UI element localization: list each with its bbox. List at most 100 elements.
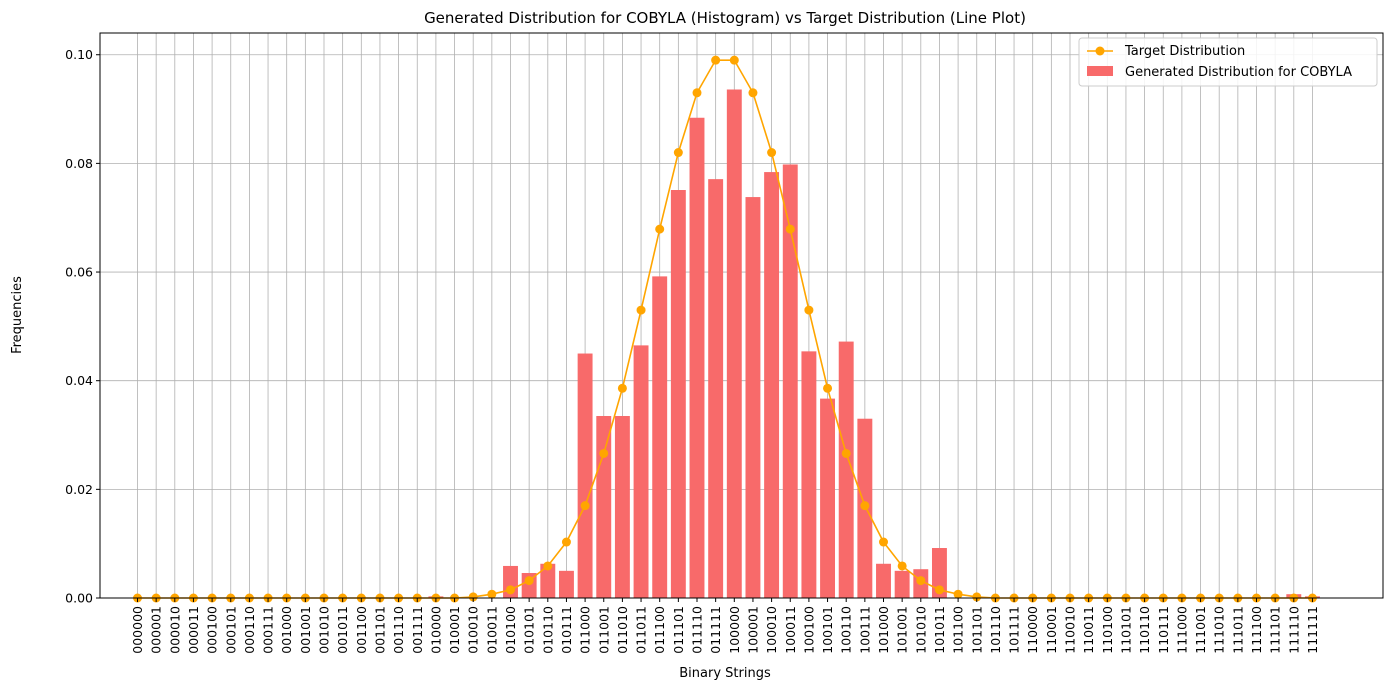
- x-tick-label: 111011: [1230, 606, 1245, 654]
- line-point: [897, 561, 907, 571]
- x-axis: 000000 000001 000010 000011 000100 000101 0001…: [130, 598, 1320, 654]
- x-tick-label: 100110: [839, 606, 854, 654]
- x-tick-label: 000000: [130, 606, 145, 654]
- x-tick-label: 001010: [317, 606, 332, 654]
- bar: [801, 351, 817, 598]
- x-tick-label: 110000: [1025, 606, 1040, 654]
- line-point: [468, 592, 478, 602]
- plot-frame: [99, 32, 1384, 599]
- legend-label-generated: Generated Distribution for COBYLA: [1125, 65, 1352, 80]
- x-tick-label: 111111: [1305, 606, 1320, 654]
- chart-title: Generated Distribution for COBYLA (Histo…: [424, 9, 1026, 27]
- x-tick-label: 100001: [745, 606, 760, 654]
- bar: [838, 341, 854, 598]
- bar: [745, 197, 761, 598]
- x-tick-label: 000111: [261, 606, 276, 654]
- x-tick-label: 011000: [578, 606, 593, 654]
- x-tick-label: 010000: [428, 606, 443, 654]
- x-tick-label: 001110: [391, 606, 406, 654]
- x-tick-label: 101100: [951, 606, 966, 654]
- x-tick-label: 111101: [1268, 606, 1283, 654]
- x-tick-label: 111110: [1286, 606, 1301, 654]
- legend-point-marker: [1095, 46, 1105, 56]
- line-point: [506, 585, 515, 595]
- bar: [558, 570, 574, 598]
- x-tick-label: 011101: [671, 606, 686, 654]
- x-tick-label: 001100: [354, 606, 369, 654]
- x-tick-label: 100000: [727, 606, 742, 654]
- y-tick-label: 0.10: [65, 47, 93, 62]
- line-series: [133, 55, 1317, 603]
- x-tick-label: 001011: [335, 606, 350, 654]
- x-axis-label: Binary Strings: [679, 666, 771, 681]
- line-point: [711, 55, 721, 65]
- line-point: [860, 501, 870, 511]
- bar: [689, 117, 705, 598]
- x-tick-label: 100011: [783, 606, 798, 654]
- line-point: [934, 585, 944, 595]
- line-point: [823, 383, 833, 393]
- x-tick-label: 110100: [1100, 606, 1115, 654]
- x-tick-label: 110110: [1137, 606, 1152, 654]
- bar: [894, 570, 910, 598]
- x-tick-label: 010100: [503, 606, 518, 654]
- bar: [670, 190, 686, 598]
- bar: [726, 89, 742, 598]
- bar: [931, 548, 947, 598]
- line-point: [599, 448, 609, 458]
- line-point: [561, 537, 571, 547]
- x-tick-label: 111001: [1193, 606, 1208, 654]
- x-tick-label: 101110: [988, 606, 1003, 654]
- line-point: [580, 501, 590, 511]
- legend: Target Distribution Generated Distributi…: [1078, 37, 1378, 87]
- y-tick-label: 0.08: [65, 156, 93, 171]
- line-point: [804, 305, 814, 315]
- x-tick-label: 001101: [372, 606, 387, 654]
- line-point: [785, 224, 795, 234]
- x-tick-label: 110101: [1118, 606, 1133, 654]
- line-point: [655, 224, 665, 234]
- x-tick-label: 011111: [708, 606, 723, 654]
- line-point: [524, 576, 534, 586]
- line-point: [953, 589, 963, 599]
- bar: [614, 416, 630, 598]
- x-tick-label: 011110: [690, 606, 705, 654]
- x-tick-label: 011001: [596, 606, 611, 654]
- x-tick-label: 001111: [410, 606, 425, 654]
- x-tick-label: 000100: [205, 606, 220, 654]
- x-tick-label: 011010: [615, 606, 630, 654]
- x-tick-label: 110001: [1044, 606, 1059, 654]
- line-point: [636, 305, 646, 315]
- line-point: [543, 561, 553, 571]
- x-tick-label: 100100: [801, 606, 816, 654]
- x-tick-label: 001001: [298, 606, 313, 654]
- x-tick-label: 010001: [447, 606, 462, 654]
- x-tick-label: 110111: [1156, 606, 1171, 654]
- x-tick-label: 101011: [932, 606, 947, 654]
- x-tick-label: 000110: [242, 606, 257, 654]
- bar: [820, 398, 836, 598]
- x-tick-label: 101000: [876, 606, 891, 654]
- x-tick-label: 110011: [1081, 606, 1096, 654]
- line-point: [692, 88, 702, 98]
- y-tick-label: 0.00: [65, 591, 93, 606]
- x-tick-label: 000001: [149, 606, 164, 654]
- line-point: [767, 148, 777, 158]
- y-axis-label: Frequencies: [10, 276, 25, 354]
- x-tick-label: 111000: [1174, 606, 1189, 654]
- line-point: [673, 148, 683, 158]
- y-tick-label: 0.06: [65, 265, 93, 280]
- bar: [764, 172, 780, 599]
- x-tick-label: 010111: [559, 606, 574, 654]
- x-tick-label: 010011: [484, 606, 499, 654]
- x-tick-label: 000011: [186, 606, 201, 654]
- line-point: [972, 592, 982, 602]
- x-tick-label: 000010: [167, 606, 182, 654]
- y-tick-label: 0.02: [65, 482, 93, 497]
- x-tick-label: 111010: [1212, 606, 1227, 654]
- legend-label-target: Target Distribution: [1124, 44, 1245, 59]
- x-tick-label: 001000: [279, 606, 294, 654]
- line-point: [916, 576, 926, 586]
- x-tick-label: 010110: [540, 606, 555, 654]
